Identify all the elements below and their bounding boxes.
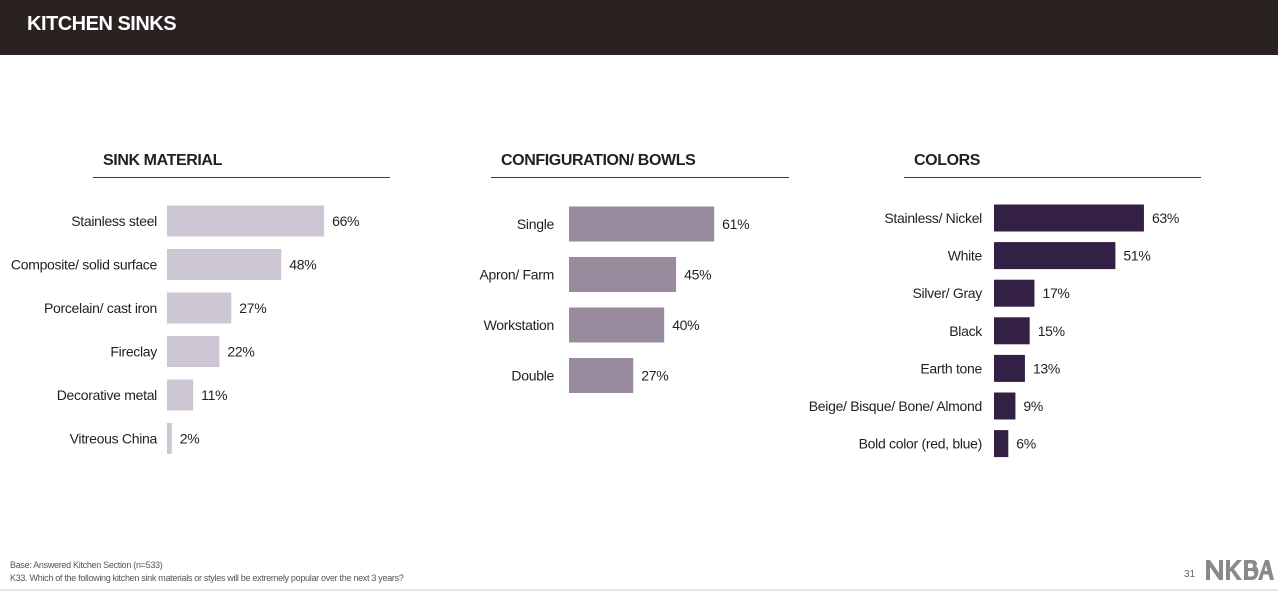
sink-material-bar-porcelain-cast-iron: [167, 292, 232, 324]
configuration-bowls-category-label-workstation: Workstation: [484, 317, 554, 333]
sink-material-title: SINK MATERIAL: [103, 152, 222, 169]
colors-value-label-stainless-nickel: 63%: [1152, 210, 1179, 226]
colors-value-label-beige-bisque-bone-almond: 9%: [1023, 398, 1043, 414]
colors-category-label-earth-tone: Earth tone: [920, 360, 982, 376]
colors-chart: Stainless/ Nickel 63% White 51% Silver/ Gray…: [809, 204, 1179, 458]
sink-material-value-label-vitreous-china: 2%: [180, 431, 200, 447]
colors-bar-silver-gray: [994, 279, 1035, 307]
sink-material-bar-fireclay: [167, 336, 220, 367]
configuration-bowls-bar-apron-farm: [569, 257, 677, 292]
colors-category-label-white: White: [948, 248, 983, 264]
configuration-bowls-category-label-double: Double: [511, 368, 554, 384]
sink-material-category-label-vitreous-china: Vitreous China: [70, 431, 158, 447]
colors-value-label-bold-color-red-blue: 6%: [1016, 436, 1036, 452]
colors-category-label-silver-gray: Silver/ Gray: [912, 285, 982, 301]
configuration-bowls-value-label-single: 61%: [722, 216, 749, 232]
sink-material-value-label-decorative-metal: 11%: [201, 387, 227, 403]
colors-title-rule: [904, 177, 1201, 178]
sink-material-value-label-stainless-steel: 66%: [332, 213, 359, 229]
colors-bar-earth-tone: [994, 354, 1025, 382]
nkba-logo: [1206, 560, 1274, 580]
colors-value-label-silver-gray: 17%: [1042, 285, 1069, 301]
header-bar: KITCHEN SINKS: [0, 0, 1278, 55]
sink-material-category-label-stainless-steel: Stainless steel: [71, 213, 157, 229]
sink-material-value-label-composite-solid-surface: 48%: [289, 257, 316, 273]
configuration-bowls-title: CONFIGURATION/ BOWLS: [501, 152, 696, 169]
sink-material-title-rule: [93, 177, 390, 178]
colors-bar-black: [994, 317, 1030, 345]
colors-value-label-earth-tone: 13%: [1033, 360, 1060, 376]
configuration-bowls-category-label-apron-farm: Apron/ Farm: [480, 267, 555, 283]
sink-material-category-label-porcelain-cast-iron: Porcelain/ cast iron: [44, 300, 157, 316]
configuration-bowls-value-label-double: 27%: [641, 368, 668, 384]
colors-bar-white: [994, 242, 1116, 270]
configuration-bowls-bar-double: [569, 358, 634, 393]
configuration-bowls-value-label-apron-farm: 45%: [684, 267, 711, 283]
sink-material-bar-stainless-steel: [167, 205, 325, 237]
colors-panel: COLORS Stainless/ Nickel 63% White 51% Silve…: [800, 140, 1240, 470]
colors-category-label-black: Black: [949, 323, 983, 339]
colors-bar-beige-bisque-bone-almond: [994, 392, 1016, 420]
sink-material-bar-decorative-metal: [167, 379, 194, 411]
sink-material-category-label-composite-solid-surface: Composite/ solid surface: [11, 257, 158, 273]
colors-value-label-black: 15%: [1038, 323, 1065, 339]
bottom-rule: [0, 589, 1278, 591]
configuration-bowls-panel: CONFIGURATION/ BOWLS Single 61% Apron/ Far…: [420, 140, 820, 470]
colors-category-label-bold-color-red-blue: Bold color (red, blue): [859, 436, 982, 452]
configuration-bowls-value-label-workstation: 40%: [672, 317, 699, 333]
colors-category-label-stainless-nickel: Stainless/ Nickel: [884, 210, 982, 226]
page-number: 31: [1184, 569, 1196, 580]
sink-material-category-label-decorative-metal: Decorative metal: [57, 387, 157, 403]
sink-material-value-label-porcelain-cast-iron: 27%: [239, 300, 266, 316]
configuration-bowls-category-label-single: Single: [517, 216, 555, 232]
sink-material-bar-composite-solid-surface: [167, 249, 282, 280]
sink-material-value-label-fireclay: 22%: [227, 344, 254, 360]
configuration-bowls-bar-workstation: [569, 307, 665, 343]
colors-title: COLORS: [914, 152, 981, 169]
colors-bar-bold-color-red-blue: [994, 430, 1009, 458]
page-title: KITCHEN SINKS: [27, 13, 177, 35]
sink-material-bar-vitreous-china: [167, 423, 172, 454]
sink-material-chart: Stainless steel 66% Composite/ solid surfa…: [11, 205, 360, 454]
configuration-bowls-chart: Single 61% Apron/ Farm 45% Workstation 40% Dou…: [480, 206, 750, 393]
question-footnote: K33. Which of the following kitchen sink…: [10, 573, 404, 583]
configuration-bowls-bar-single: [569, 206, 715, 242]
sink-material-category-label-fireclay: Fireclay: [110, 344, 157, 360]
sink-material-panel: SINK MATERIAL Stainless steel 66% Composit…: [0, 140, 420, 470]
colors-bar-stainless-nickel: [994, 204, 1144, 232]
configuration-bowls-title-rule: [491, 177, 789, 178]
colors-value-label-white: 51%: [1123, 248, 1150, 264]
colors-category-label-beige-bisque-bone-almond: Beige/ Bisque/ Bone/ Almond: [809, 398, 982, 414]
base-footnote: Base: Answered Kitchen Section (n=533): [10, 560, 163, 570]
